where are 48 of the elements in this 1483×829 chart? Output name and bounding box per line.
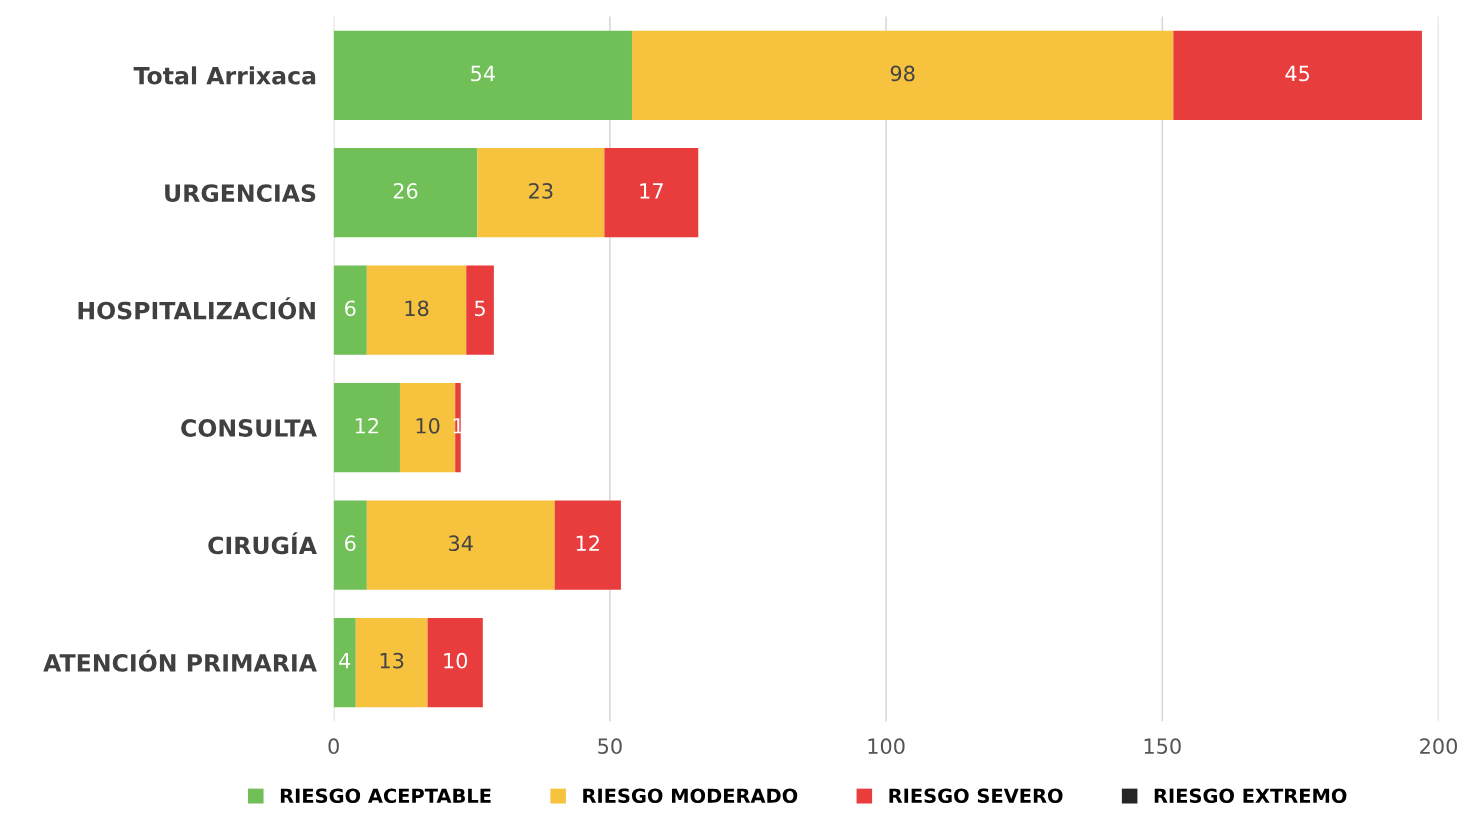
data-label: 98 <box>890 65 915 82</box>
bar <box>427 617 483 708</box>
data-label: 4 <box>339 653 351 669</box>
y-tick-label: ATENCIÓN PRIMARIA <box>43 649 317 672</box>
bar <box>477 148 605 238</box>
bar <box>366 265 467 355</box>
legend-label: RIESGO EXTREMO <box>1154 788 1347 804</box>
y-tick-label: CONSULTA <box>181 419 317 437</box>
data-label: 17 <box>640 183 663 199</box>
data-label: 6 <box>345 535 356 552</box>
bar <box>333 500 367 590</box>
bar <box>466 265 494 355</box>
x-tick-label: 100 <box>868 738 905 755</box>
data-label: 12 <box>576 535 599 551</box>
bar <box>631 30 1174 120</box>
data-label: 13 <box>380 652 404 669</box>
legend-label: RIESGO SEVERO <box>889 788 1063 804</box>
bar <box>333 383 400 473</box>
x-tick-label: 50 <box>598 738 622 755</box>
data-label: 18 <box>405 300 429 317</box>
bar <box>333 617 356 708</box>
x-tick-label: 150 <box>1144 738 1181 755</box>
x-tick-label: 200 <box>1420 738 1458 755</box>
y-tick-label: CIRUGÍA <box>208 532 317 555</box>
data-label: 45 <box>1285 65 1310 82</box>
data-label: 54 <box>471 65 495 82</box>
legend-label: RIESGO MODERADO <box>583 788 798 804</box>
bar <box>604 148 699 238</box>
bar <box>1173 30 1422 120</box>
y-tick-label: Total Arrixaca <box>133 66 316 85</box>
data-label: 6 <box>345 300 356 317</box>
bar <box>333 148 478 238</box>
data-label: 5 <box>475 300 485 317</box>
x-tick-label: 0 <box>328 738 339 755</box>
data-label: 34 <box>449 535 473 552</box>
bar <box>366 500 555 590</box>
bar <box>554 500 621 590</box>
data-label: 26 <box>393 183 418 199</box>
y-tick-label: HOSPITALIZACIÓN <box>78 297 315 320</box>
bar <box>333 265 367 355</box>
data-label: 10 <box>444 652 468 669</box>
bar <box>355 617 428 708</box>
y-tick-label: URGENCIAS <box>165 184 316 203</box>
data-label: 23 <box>529 183 553 199</box>
legend-label: RIESGO ACEPTABLE <box>280 788 491 804</box>
data-label: 12 <box>355 417 378 434</box>
data-label: 10 <box>416 417 440 434</box>
bar <box>333 30 632 120</box>
